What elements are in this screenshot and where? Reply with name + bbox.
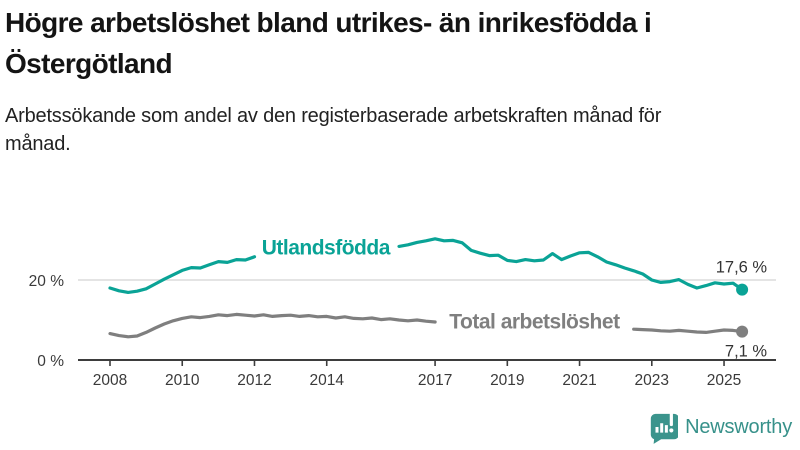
x-tick-label-2023: 2023 [635, 372, 669, 389]
total-series-label: Total arbetslöshet [449, 311, 620, 334]
newsworthy-logo: Newsworthy [648, 410, 792, 444]
x-tick-label-2008: 2008 [93, 372, 127, 389]
x-tick-label-2012: 2012 [237, 372, 271, 389]
newsworthy-logo-icon [650, 411, 679, 444]
x-tick-label-2010: 2010 [165, 372, 200, 389]
utlandsfodda-series-label: Utlandsfödda [262, 237, 391, 260]
utlandsfodda-line-segment-2 [397, 237, 744, 292]
chart-title: Högre arbetslöshet bland utrikes- än inr… [5, 7, 652, 80]
total-value-label: 7,1 % [725, 343, 768, 361]
logo-bar-icon [655, 427, 659, 433]
x-tick-label-2021: 2021 [562, 372, 596, 389]
logo-exclamation-icon [669, 411, 674, 427]
chart-header: Högre arbetslöshet bland utrikes- än inr… [5, 2, 793, 158]
chart-subtitle: Arbetssökande som andel av den registerb… [5, 104, 662, 155]
x-tick-label-2019: 2019 [490, 372, 524, 389]
total-line-segment-1 [108, 312, 437, 339]
x-tick-label-2014: 2014 [309, 372, 344, 389]
logo-bar-icon [660, 423, 664, 433]
y-tick-label: 20 % [29, 273, 65, 290]
y-tick-label: 0 % [37, 353, 64, 370]
total-end-dot [736, 325, 749, 338]
utlandsfodda-line-segment-1 [108, 255, 257, 294]
logo-bar-icon [664, 425, 668, 433]
x-tick-label-2025: 2025 [707, 372, 741, 389]
total-line-segment-2 [632, 327, 744, 334]
logo-exclamation-icon [669, 428, 674, 433]
utlandsfodda-end-dot [736, 283, 749, 296]
newsworthy-wordmark: Newsworthy [685, 415, 792, 438]
x-tick-label-2017: 2017 [418, 372, 452, 389]
utlandsfodda-value-label: 17,6 % [716, 259, 768, 277]
